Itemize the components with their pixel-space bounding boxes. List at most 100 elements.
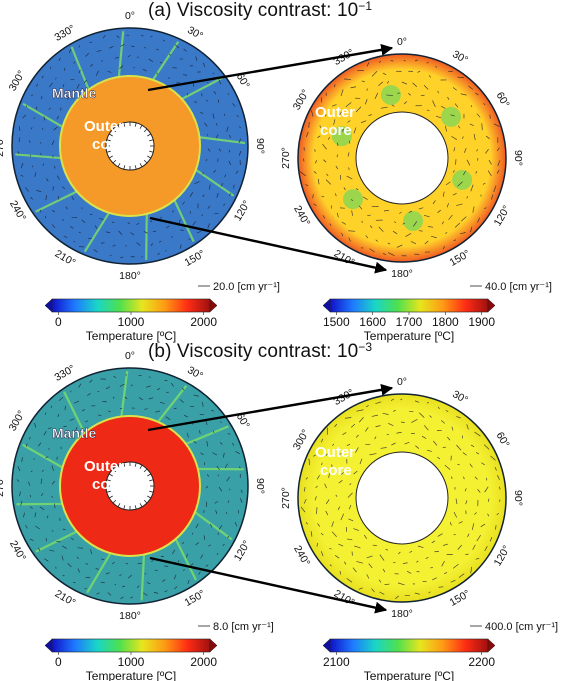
velocity-vector <box>463 170 467 176</box>
plume-streak <box>195 168 235 197</box>
velocity-vector <box>30 470 33 473</box>
colorbar-max-cap <box>487 298 496 313</box>
velocity-vector <box>150 220 153 223</box>
velocity-vector <box>83 79 87 84</box>
velocity-vector <box>475 170 478 174</box>
velocity-vector <box>124 396 128 399</box>
velocity-vector <box>447 96 450 100</box>
velocity-vector <box>348 504 352 510</box>
velocity-vector <box>423 85 429 90</box>
velocity-vector <box>401 81 408 85</box>
velocity-vector <box>387 242 391 245</box>
velocity-vector <box>25 525 28 529</box>
velocity-vector <box>344 561 347 565</box>
velocity-vector <box>224 463 228 469</box>
velocity-vector <box>73 240 76 243</box>
velocity-vector <box>186 432 189 438</box>
velocity-vector <box>130 232 135 236</box>
velocity-vector <box>323 159 327 163</box>
velocity-vector <box>460 216 467 222</box>
velocity-vector <box>227 500 230 503</box>
velocity-vector <box>200 452 204 456</box>
left-velocity-label: 8.0 [cm yr⁻¹] <box>213 621 274 633</box>
velocity-vector <box>35 83 38 87</box>
velocity-vector <box>96 592 100 595</box>
velocity-vector <box>166 225 170 229</box>
velocity-vector <box>475 452 480 455</box>
panel-a-title: (a) Viscosity contrast: 10−1 <box>148 0 373 21</box>
velocity-vector <box>63 236 68 238</box>
velocity-vector <box>194 181 200 184</box>
tick-mark <box>147 133 151 137</box>
velocity-vector <box>218 79 222 85</box>
zoom-inner-hole <box>355 451 449 545</box>
velocity-vector <box>445 410 449 412</box>
velocity-vector <box>105 572 110 575</box>
velocity-vector <box>329 223 332 226</box>
velocity-vector <box>119 65 124 69</box>
velocity-vector <box>467 533 470 538</box>
velocity-vector <box>125 563 129 565</box>
velocity-vector <box>379 554 385 561</box>
velocity-vector <box>183 414 188 418</box>
velocity-vector <box>394 221 397 224</box>
velocity-vector <box>356 561 364 564</box>
velocity-vector <box>202 401 204 407</box>
velocity-vector <box>457 181 463 187</box>
velocity-vector <box>412 82 417 87</box>
tick-mark <box>112 499 117 504</box>
velocity-vector <box>314 160 318 164</box>
velocity-vector <box>466 196 468 199</box>
tick-mark <box>109 495 113 499</box>
velocity-vector <box>62 219 64 222</box>
velocity-vector <box>375 401 382 405</box>
angle-label: 90° <box>254 138 266 154</box>
velocity-vector <box>490 194 494 200</box>
velocity-vector <box>354 545 361 549</box>
velocity-vector <box>90 549 93 555</box>
velocity-vector <box>426 449 432 452</box>
velocity-vector <box>187 579 190 584</box>
velocity-vector <box>17 466 21 472</box>
velocity-vector <box>327 136 331 140</box>
outer-core-label: Outer <box>84 458 124 475</box>
velocity-vector <box>158 240 162 243</box>
angle-label: 90° <box>254 478 266 494</box>
velocity-vector <box>341 232 344 237</box>
velocity-vector <box>490 455 496 461</box>
velocity-vector <box>414 59 418 62</box>
velocity-vector <box>235 451 241 455</box>
colorbar-max-cap <box>209 298 218 313</box>
velocity-vector <box>146 582 151 585</box>
velocity-vector <box>171 549 176 555</box>
colorbar-tick-label: 2200 <box>468 655 495 669</box>
velocity-vector <box>380 106 388 109</box>
velocity-vector <box>96 49 102 53</box>
colorbar-max-cap <box>487 638 496 653</box>
velocity-vector <box>67 436 70 439</box>
velocity-vector <box>470 444 475 448</box>
velocity-vector <box>162 39 166 42</box>
velocity-vector <box>360 120 367 124</box>
velocity-vector <box>340 513 345 521</box>
velocity-vector <box>214 500 218 504</box>
velocity-vector <box>442 191 445 197</box>
velocity-vector <box>102 34 106 39</box>
velocity-vector <box>63 425 67 428</box>
velocity-vector <box>325 510 329 516</box>
velocity-vector <box>431 540 436 544</box>
velocity-vector <box>216 465 220 470</box>
velocity-vector <box>428 226 434 228</box>
velocity-vector <box>316 475 320 480</box>
velocity-vector <box>156 388 161 391</box>
velocity-vector <box>346 578 353 583</box>
velocity-vector <box>46 178 49 182</box>
velocity-vector <box>468 85 474 90</box>
velocity-vector <box>375 425 381 428</box>
colorbar-tick-label: 2100 <box>323 655 350 669</box>
velocity-vector <box>55 93 59 97</box>
velocity-vector <box>128 574 132 579</box>
velocity-vector <box>35 106 38 110</box>
colorbar-title: Temperature [ºC] <box>364 329 454 343</box>
angle-label: 120° <box>232 538 253 563</box>
